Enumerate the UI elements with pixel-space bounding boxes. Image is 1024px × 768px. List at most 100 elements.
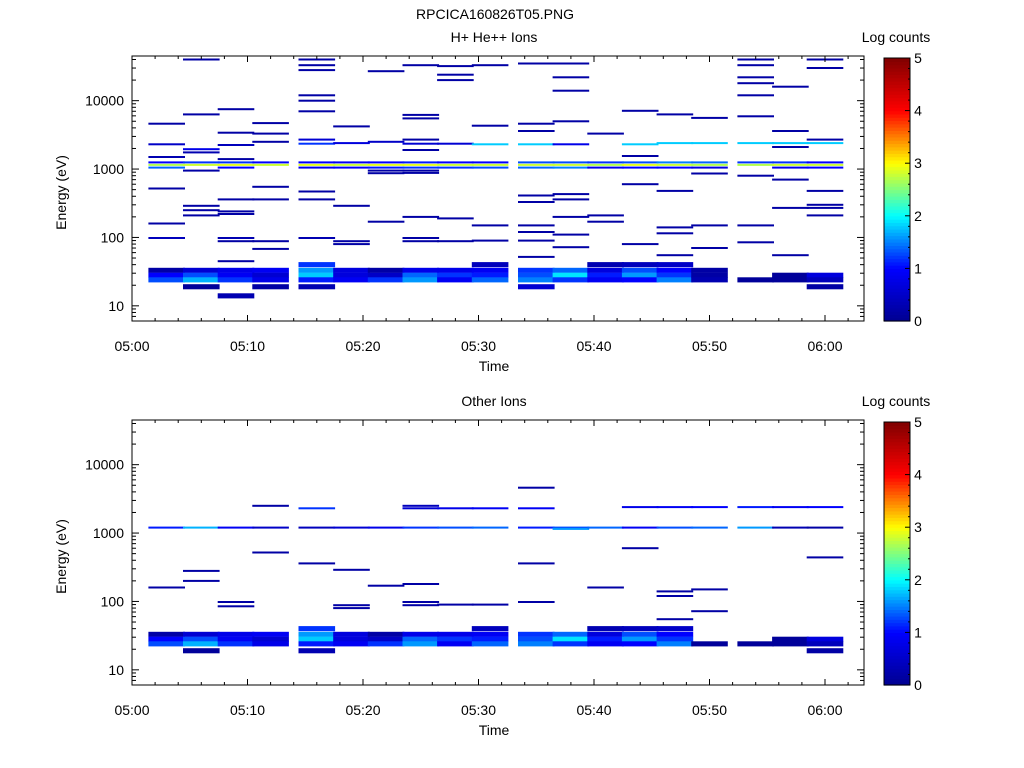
heatmap-line (437, 163, 474, 166)
heatmap-line (691, 116, 728, 119)
heatmap-line (806, 206, 844, 209)
heatmap-line (148, 237, 185, 239)
colorbar-segment (884, 317, 910, 322)
heatmap-line (402, 504, 440, 507)
heatmap-line (806, 163, 844, 166)
colorbar-segment (884, 61, 910, 66)
heatmap-cell (183, 272, 220, 278)
heatmap-line (183, 579, 220, 582)
colorbar-segment (884, 635, 910, 640)
heatmap-line (217, 166, 255, 169)
y-tick-label: 1000 (93, 161, 124, 177)
colorbar-segment (884, 242, 910, 246)
colorbar-segment (884, 573, 910, 578)
colorbar-segment (884, 199, 910, 204)
heatmap-line (298, 94, 336, 97)
heatmap-line (148, 143, 185, 146)
heatmap-line (333, 163, 370, 166)
heatmap-cell (367, 267, 405, 273)
colorbar-segment (884, 517, 910, 522)
heatmap-line (656, 226, 694, 229)
x-tick-label: 05:10 (230, 338, 265, 354)
heatmap-line (333, 125, 370, 128)
heatmap-line (737, 161, 774, 164)
heatmap-line (737, 115, 774, 118)
colorbar-segment (884, 619, 910, 624)
colorbar-segment (884, 288, 910, 293)
heatmap-cell (217, 293, 255, 299)
colorbar-segment (884, 232, 910, 237)
heatmap-line (772, 526, 809, 529)
heatmap-line (471, 603, 509, 606)
heatmap-cell (621, 626, 659, 632)
heatmap-line (772, 85, 809, 88)
heatmap-line (621, 163, 659, 166)
heatmap-line (333, 240, 370, 243)
colorbar-segment (884, 451, 910, 456)
heatmap-cell (587, 626, 624, 632)
colorbar-segment (884, 477, 910, 482)
colorbar-segment (884, 228, 910, 233)
heatmap-line (298, 69, 336, 72)
heatmap-line (772, 142, 809, 145)
heatmap-line (183, 209, 220, 212)
heatmap-cell (691, 267, 728, 273)
heatmap-line (402, 169, 440, 172)
heatmap-line (333, 568, 370, 571)
heatmap-line (737, 58, 774, 61)
colorbar-segment (884, 537, 910, 541)
heatmap-cell (691, 277, 728, 283)
colorbar-segment (884, 632, 910, 637)
heatmap-cell (402, 636, 440, 642)
heatmap-cell (367, 272, 405, 278)
heatmap-line (806, 166, 844, 169)
colorbar-segment (884, 569, 910, 574)
heatmap-line (656, 526, 694, 529)
heatmap-line (772, 161, 809, 164)
heatmap-cell (252, 267, 289, 273)
heatmap-line (402, 215, 440, 218)
colorbar-tick-label: 2 (914, 572, 922, 588)
heatmap-line (621, 161, 659, 164)
colorbar-segment (884, 425, 910, 430)
heatmap-line (471, 507, 509, 510)
heatmap-line (587, 132, 624, 135)
heatmap-line (552, 233, 590, 236)
heatmap-cell (656, 631, 694, 637)
heatmap-line (252, 140, 289, 143)
colorbar-segment (884, 583, 910, 587)
colorbar-segment (884, 599, 910, 604)
y-tick-label: 1000 (93, 525, 124, 541)
heatmap-line (656, 142, 694, 145)
heatmap-line (183, 148, 220, 151)
heatmap-cell (183, 284, 220, 290)
colorbar-segment (884, 431, 910, 436)
heatmap-line (183, 169, 220, 172)
heatmap-line (691, 161, 728, 164)
heatmap-line (656, 254, 694, 257)
heatmap-cell (518, 272, 555, 278)
colorbar-segment (884, 261, 910, 266)
heatmap-line (217, 605, 255, 608)
heatmap-cell (437, 277, 474, 283)
heatmap-line (402, 240, 440, 243)
heatmap-line (772, 506, 809, 509)
heatmap-line (552, 527, 590, 530)
heatmap-line (471, 64, 509, 67)
heatmap-line (367, 169, 405, 172)
colorbar-segment (884, 612, 910, 617)
heatmap-line (737, 82, 774, 85)
colorbar-segment (884, 652, 910, 657)
heatmap-cell (298, 636, 336, 642)
heatmap-line (333, 142, 370, 145)
heatmap-cell (333, 267, 370, 273)
heatmap-line (252, 240, 289, 243)
colorbar-segment (884, 540, 910, 545)
heatmap-line (691, 588, 728, 591)
heatmap-cell (518, 277, 555, 283)
heatmap-cell (183, 267, 220, 273)
colorbar-segment (884, 258, 910, 263)
heatmap-line (148, 156, 185, 158)
heatmap-line (518, 161, 555, 164)
x-tick-label: 05:20 (345, 702, 380, 718)
